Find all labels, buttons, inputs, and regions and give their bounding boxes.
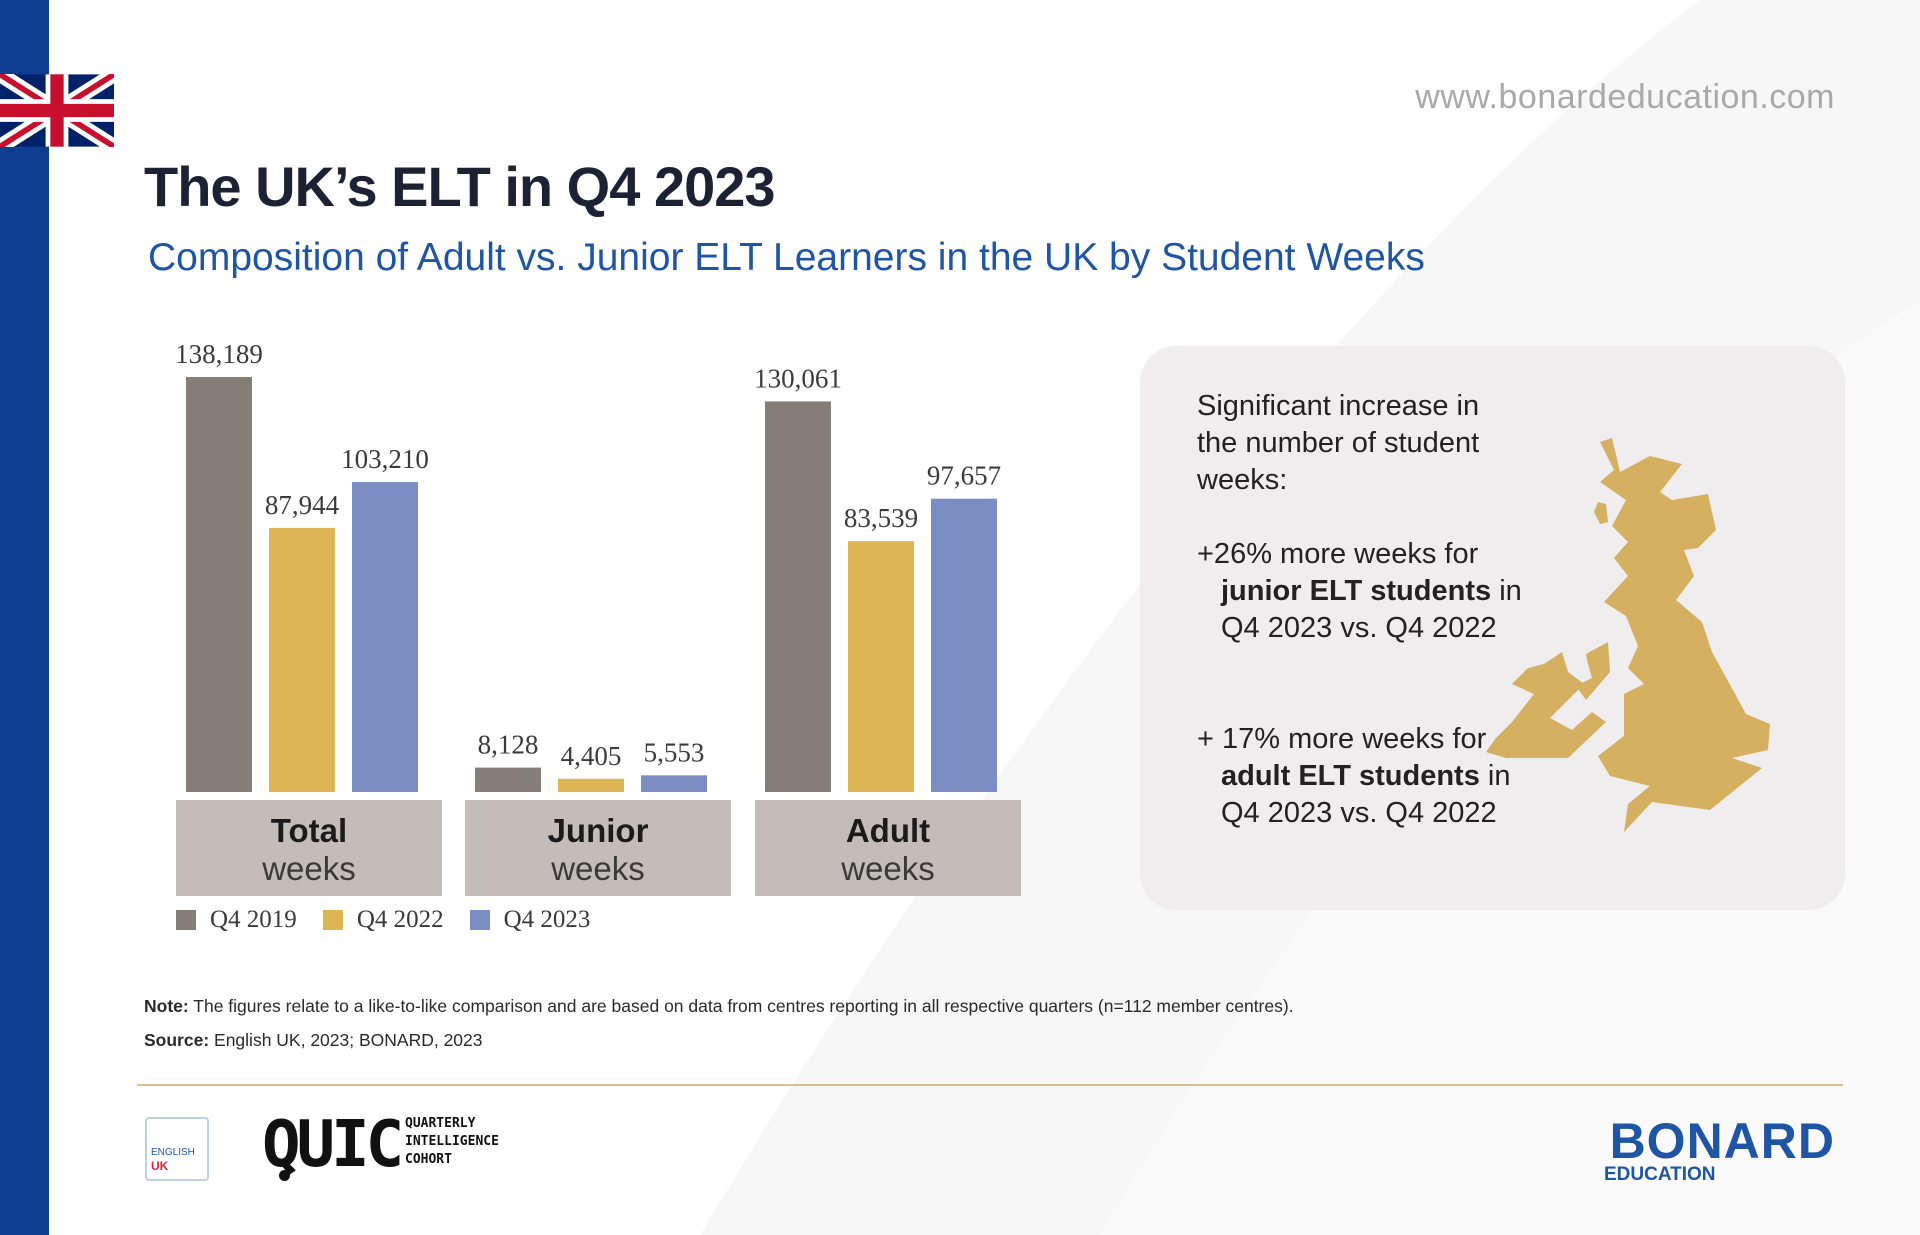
uk-flag-icon	[0, 74, 114, 147]
data-label: 103,210	[341, 444, 429, 474]
bar-junior-q4-2019	[475, 767, 541, 792]
category-label-box	[176, 800, 442, 896]
category-label-box	[465, 800, 731, 896]
category-sublabel: weeks	[840, 850, 935, 887]
bar-adult-q4-2019	[765, 401, 831, 792]
data-label: 87,944	[265, 490, 340, 520]
note-label: Note:	[144, 996, 189, 1016]
bonard-logo-subtitle: EDUCATION	[1604, 1164, 1716, 1185]
legend-item: Q4 2022	[322, 906, 444, 934]
bar-total-q4-2019	[186, 377, 252, 792]
website-url[interactable]: www.bonardeducation.com	[1415, 78, 1835, 116]
data-label: 97,657	[927, 461, 1001, 491]
footnote: Note: The figures relate to a like-to-li…	[144, 996, 1294, 1017]
data-label: 4,405	[561, 741, 622, 771]
junior-prefix: +26% more weeks for	[1197, 538, 1479, 570]
data-label: 5,553	[644, 737, 705, 767]
category-label: Adult	[846, 812, 930, 849]
legend-swatch	[322, 910, 343, 930]
bar-junior-q4-2023	[641, 775, 707, 792]
note-text: The figures relate to a like-to-like com…	[193, 996, 1294, 1016]
bar-total-q4-2023	[352, 482, 418, 792]
adult-prefix: + 17% more weeks for	[1197, 723, 1487, 755]
legend-item: Q4 2019	[176, 906, 297, 934]
data-label: 130,061	[754, 363, 842, 393]
legend-item: Q4 2023	[469, 906, 591, 934]
data-label: 138,189	[175, 339, 263, 369]
legend-label: Q4 2022	[356, 906, 444, 933]
category-sublabel: weeks	[550, 850, 645, 887]
junior-suffix: in Q4 2023 vs. Q4 2022	[1221, 575, 1522, 644]
bar-adult-q4-2022	[848, 541, 914, 792]
english-uk-logo-line1: ENGLISH	[151, 1147, 195, 1158]
adult-suffix: in Q4 2023 vs. Q4 2022	[1221, 760, 1511, 829]
legend-swatch	[469, 910, 490, 930]
data-label: 83,539	[844, 503, 918, 533]
category-label: Total	[271, 812, 347, 849]
legend-label: Q4 2023	[503, 906, 591, 933]
quic-line2: INTELLIGENCE	[405, 1134, 499, 1149]
adult-bold: adult ELT students	[1221, 760, 1480, 792]
bar-total-q4-2022	[269, 527, 335, 792]
quic-logo-dot	[279, 1170, 290, 1181]
source-text: English UK, 2023; BONARD, 2023	[214, 1030, 483, 1050]
legend-label: Q4 2019	[210, 906, 297, 933]
category-label-box	[755, 800, 1021, 896]
english-uk-logo[interactable]: ENGLISH UK	[145, 1117, 209, 1181]
chart-legend: Q4 2019 Q4 2022 Q4 2023	[176, 906, 590, 934]
callout-adult: + 17% more weeks for adult ELT students …	[1197, 721, 1527, 832]
english-uk-logo-line2: UK	[151, 1159, 169, 1173]
bonard-logo[interactable]: BONARD	[1609, 1113, 1835, 1169]
quic-line1: QUARTERLY	[405, 1116, 476, 1131]
source-label: Source:	[144, 1030, 210, 1050]
data-label: 8,128	[478, 730, 539, 760]
legend-swatch	[176, 910, 196, 930]
footer-divider	[137, 1084, 1843, 1086]
quic-line3: COHORT	[405, 1152, 452, 1167]
uk-map-icon	[1486, 438, 1770, 832]
page-title: The UK’s ELT in Q4 2023	[144, 155, 776, 218]
chart-subtitle: Composition of Adult vs. Junior ELT Lear…	[148, 236, 1425, 279]
source-line: Source: English UK, 2023; BONARD, 2023	[144, 1030, 483, 1051]
bar-junior-q4-2022	[558, 778, 624, 792]
callout-intro: Significant increase in the number of st…	[1197, 390, 1480, 496]
callout-junior: +26% more weeks for junior ELT students …	[1197, 536, 1527, 647]
quic-logo-text: QUARTERLY INTELLIGENCE COHORT	[405, 1115, 499, 1169]
bar-adult-q4-2023	[931, 498, 997, 792]
quic-logo[interactable]: QUIC	[262, 1108, 404, 1182]
category-sublabel: weeks	[261, 850, 356, 887]
side-accent-bar	[0, 0, 49, 1235]
junior-bold: junior ELT students	[1221, 575, 1492, 607]
category-label: Junior	[548, 812, 649, 849]
insight-callout: Significant increase in the number of st…	[1140, 346, 1845, 910]
